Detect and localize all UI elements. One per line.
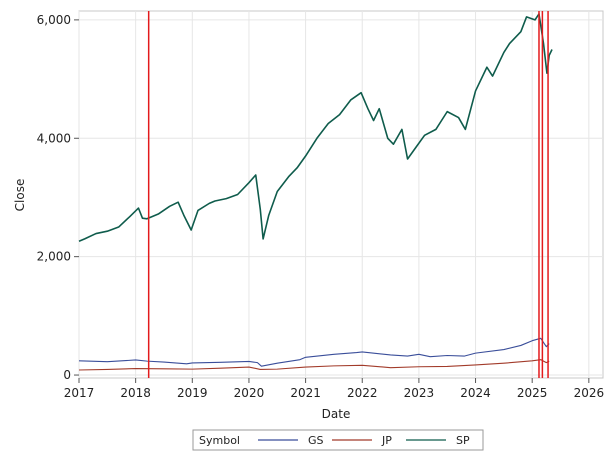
y-tick-label: 0: [63, 368, 71, 382]
series-line-gs: [78, 337, 550, 367]
x-tick-label: 2025: [517, 386, 548, 400]
x-tick-label: 2020: [234, 386, 265, 400]
reference-lines: [147, 11, 549, 378]
y-tick-label: 4,000: [37, 131, 71, 145]
y-tick-label: 6,000: [37, 13, 71, 27]
x-tick-label: 2021: [290, 386, 321, 400]
legend-title: Symbol: [199, 434, 240, 447]
series-line-sp: [78, 13, 553, 242]
axes: 2017 2018 2019 2020 2021 2022 2023 2024 2025 2026…: [37, 13, 604, 400]
x-tick-label: 2018: [120, 386, 151, 400]
x-tick-label: 2024: [460, 386, 491, 400]
y-tick-label: 2,000: [37, 250, 71, 264]
plot-frame: [78, 10, 604, 379]
x-tick-label: 2022: [347, 386, 378, 400]
x-tick-label: 2017: [64, 386, 95, 400]
y-axis-label: Close: [13, 179, 27, 212]
x-tick-label: 2026: [574, 386, 605, 400]
legend-label-sp: SP: [456, 434, 470, 447]
x-axis-label: Date: [322, 407, 351, 421]
x-tick-label: 2019: [177, 386, 208, 400]
legend: Symbol GS JP SP: [192, 429, 484, 451]
legend-label-jp: JP: [381, 434, 392, 447]
legend-label-gs: GS: [308, 434, 324, 447]
series-line-jp: [78, 359, 550, 371]
x-tick-label: 2023: [404, 386, 435, 400]
grid-lines: [78, 11, 603, 378]
series-lines: [78, 13, 553, 371]
